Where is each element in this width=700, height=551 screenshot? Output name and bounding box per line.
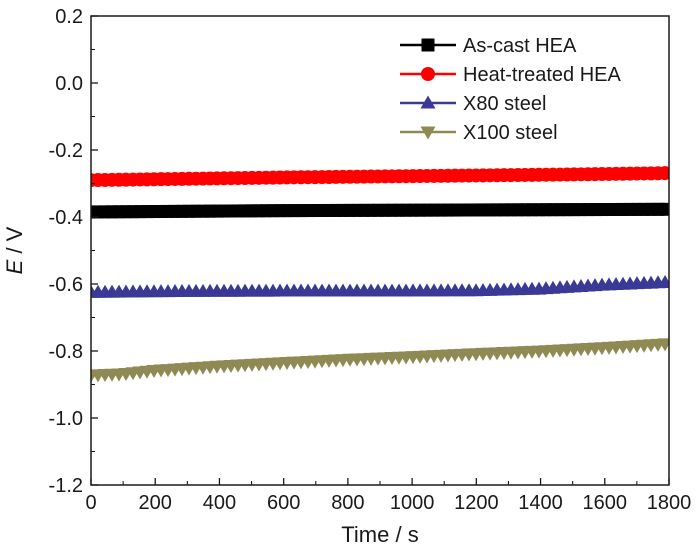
x-tick-label: 1400 (518, 492, 563, 514)
legend: As-cast HEA Heat-treated HEA X80 steel X100… (400, 35, 622, 144)
x-tick-label: 1800 (647, 492, 692, 514)
y-tick-label: -0.8 (49, 341, 83, 363)
y-axis-variable: E (2, 259, 27, 274)
series-heat-treated-hea (91, 166, 669, 188)
data-point (658, 166, 669, 181)
legend-item: X80 steel (400, 93, 546, 115)
series-x100-steel (91, 338, 669, 383)
y-axis: -1.2 -1.0 -0.8 -0.6 -0.4 -0.2 0.0 0.2 (49, 6, 98, 497)
x-tick-label: 0 (85, 492, 96, 514)
legend-label: X100 steel (463, 122, 558, 144)
y-tick-label: -0.4 (49, 207, 83, 229)
y-tick-label: 0.0 (55, 73, 83, 95)
plot-frame (90, 15, 670, 486)
x-tick-label: 600 (267, 492, 300, 514)
series-layer (91, 166, 669, 383)
x-tick-label: 200 (139, 492, 172, 514)
series-as-cast-hea (91, 202, 669, 219)
legend-marker (420, 126, 436, 140)
legend-marker (420, 95, 436, 109)
x-axis: 0 200 400 600 800 1000 1200 1400 1600 1800 (85, 478, 691, 514)
x-tick-label: 1600 (583, 492, 628, 514)
legend-label: As-cast HEA (463, 35, 577, 57)
y-tick-label: -0.6 (49, 274, 83, 296)
y-axis-unit: / V (2, 226, 27, 259)
data-point (657, 338, 669, 352)
data-point (658, 202, 669, 216)
x-tick-label: 1200 (454, 492, 499, 514)
x-tick-label: 400 (203, 492, 236, 514)
legend-marker (421, 67, 435, 81)
y-tick-label: -1.0 (49, 408, 83, 430)
series-x80-steel (91, 274, 669, 298)
data-point (657, 274, 669, 288)
legend-label: X80 steel (463, 93, 546, 115)
x-tick-label: 1000 (390, 492, 435, 514)
x-tick-label: 800 (331, 492, 364, 514)
y-axis-title: E / V (2, 226, 27, 274)
legend-item: As-cast HEA (400, 35, 577, 57)
legend-marker (421, 38, 435, 52)
legend-label: Heat-treated HEA (463, 64, 622, 86)
legend-item: Heat-treated HEA (400, 64, 622, 86)
x-axis-title: Time / s (341, 522, 418, 547)
y-tick-label: -0.2 (49, 140, 83, 162)
y-tick-label: 0.2 (55, 6, 83, 28)
legend-item: X100 steel (400, 122, 558, 144)
y-tick-label: -1.2 (49, 475, 83, 497)
